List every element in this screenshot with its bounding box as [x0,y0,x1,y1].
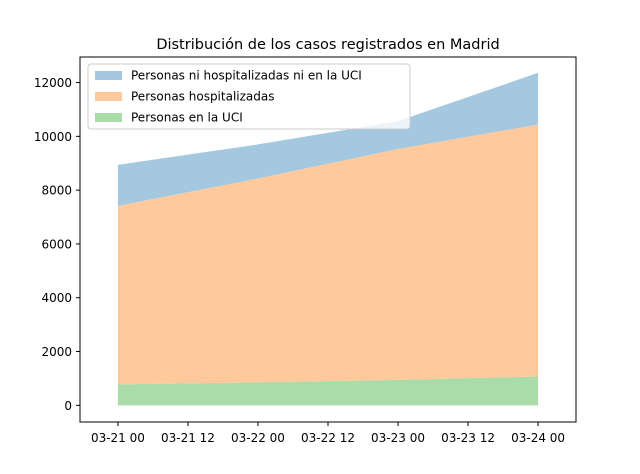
y-tick-label: 12000 [34,76,72,90]
legend-label: Personas hospitalizadas [131,90,275,104]
x-tick-label: 03-23 00 [371,431,425,445]
x-tick-label: 03-21 00 [91,431,145,445]
x-tick-label: 03-24 00 [511,431,565,445]
legend: Personas ni hospitalizadas ni en la UCI P… [87,63,411,130]
y-tick-label: 6000 [41,237,72,251]
legend-swatch [95,92,122,101]
y-tick-label: 4000 [41,291,72,305]
chart-title: Distribución de los casos registrados en… [156,37,499,53]
x-tick-label: 03-21 12 [161,431,215,445]
x-tick-label: 03-22 00 [231,431,285,445]
x-axis: 03-21 00 03-21 12 03-22 00 03-22 12 03-23 00… [91,422,565,445]
y-tick-label: 10000 [34,130,72,144]
y-tick-label: 0 [64,399,72,413]
y-tick-label: 8000 [41,184,72,198]
legend-swatch [95,113,122,122]
legend-label: Personas ni hospitalizadas ni en la UCI [131,69,362,83]
x-tick-label: 03-23 12 [441,431,495,445]
area-series-1 [117,124,539,385]
y-tick-label: 2000 [41,345,72,359]
area-series-2 [117,72,539,206]
legend-label: Personas en la UCI [131,111,243,125]
area-series-0 [117,376,539,406]
legend-swatch [95,71,122,80]
x-tick-label: 03-22 12 [301,431,355,445]
y-axis: 0 2000 4000 6000 8000 10000 12000 [34,76,80,413]
legend-box [87,63,411,130]
area-layers [117,72,539,406]
